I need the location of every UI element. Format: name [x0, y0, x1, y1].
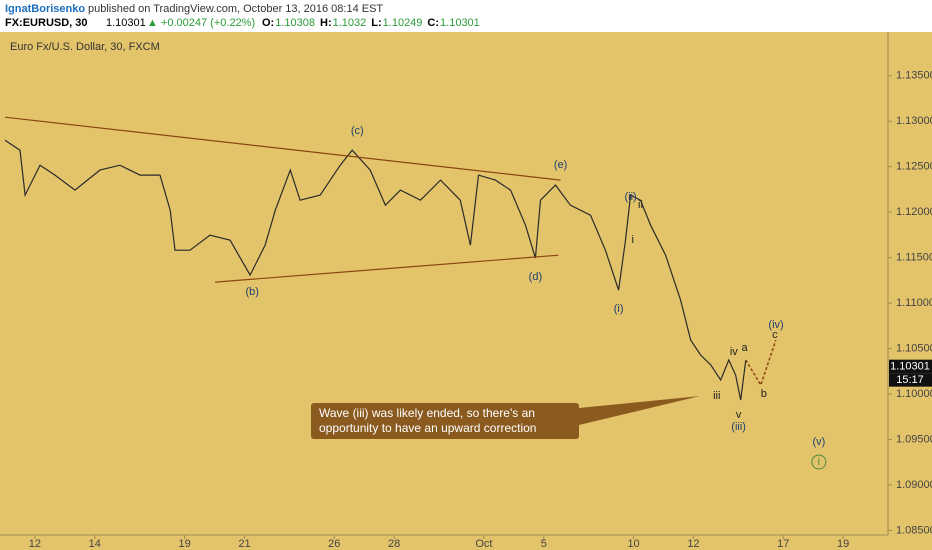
wave-label: (ii)	[624, 191, 636, 203]
wave-label: (i)	[614, 303, 624, 315]
wave-label: i	[818, 456, 820, 468]
plot-bg	[0, 32, 932, 550]
wave-label: (v)	[812, 436, 825, 448]
callout: Wave (iii) was likely ended, so there's …	[311, 403, 579, 439]
x-tick-label: 26	[328, 538, 340, 550]
y-tick-label: 1.09500	[896, 433, 932, 445]
y-tick-label: 1.10500	[896, 342, 932, 354]
x-tick-label: 5	[541, 538, 547, 550]
wave-label: a	[742, 342, 749, 354]
author[interactable]: IgnatBorisenko	[5, 3, 85, 15]
wave-label: (d)	[529, 271, 542, 283]
y-tick-label: 1.12000	[896, 206, 932, 218]
wave-label: (iii)	[731, 421, 746, 433]
y-tick-label: 1.08500	[896, 524, 932, 536]
annotation-circle	[811, 454, 827, 470]
wave-label: iii	[713, 390, 720, 402]
header-bg	[0, 0, 932, 32]
wave-label: b	[761, 388, 767, 400]
price-line	[4, 116, 561, 181]
quote-value: 1.10249	[383, 17, 423, 29]
last-price-box	[889, 359, 932, 374]
wave-label: (b)	[246, 286, 259, 298]
x-tick-label: 19	[178, 538, 190, 550]
y-tick-label: 1.09000	[896, 479, 932, 491]
x-tick-label: 19	[837, 538, 849, 550]
callout-pointer	[579, 396, 700, 425]
chart-legend: Euro Fx/U.S. Dollar, 30, FXCM	[10, 41, 160, 53]
quote-label: H:	[320, 17, 332, 29]
published: published on TradingView.com, October 13…	[88, 3, 383, 15]
countdown-box	[889, 373, 932, 387]
price-line	[745, 339, 777, 387]
quote-label: O:	[262, 17, 274, 29]
quote-value: 1.10301	[440, 17, 480, 29]
y-tick-label: 1.11500	[896, 252, 932, 264]
countdown: 15:17	[896, 374, 924, 386]
symbol: FX:EURUSD, 30	[5, 17, 88, 29]
wave-label: c	[772, 329, 778, 341]
quote-value: 1.10308	[275, 17, 315, 29]
last: 1.10301	[106, 17, 146, 29]
x-tick-label: Oct	[475, 538, 492, 550]
x-tick-label: 28	[388, 538, 400, 550]
wave-label: v	[736, 409, 742, 421]
wave-label: i	[631, 234, 633, 246]
x-tick-label: 12	[687, 538, 699, 550]
y-tick-label: 1.13500	[896, 70, 932, 82]
y-tick-label: 1.11000	[896, 297, 932, 309]
x-tick-label: 10	[627, 538, 639, 550]
price-line	[4, 139, 747, 401]
wave-label: ii	[638, 199, 643, 211]
quote-label: L:	[371, 17, 381, 29]
y-tick-label: 1.10000	[896, 388, 932, 400]
x-tick-label: 17	[777, 538, 789, 550]
quote-label: C:	[427, 17, 439, 29]
wave-label: (iv)	[768, 319, 783, 331]
last-price: 1.10301	[890, 361, 930, 373]
y-tick-label: 1.12500	[896, 161, 932, 173]
y-tick-label: 1.13000	[896, 115, 932, 127]
wave-label: (c)	[351, 125, 364, 137]
x-tick-label: 21	[238, 538, 250, 550]
wave-label: iv	[730, 346, 738, 358]
x-tick-label: 14	[89, 538, 101, 550]
wave-label: (e)	[554, 159, 567, 171]
x-tick-label: 12	[29, 538, 41, 550]
quote-value: 1.1032	[333, 17, 367, 29]
price-line	[215, 254, 559, 283]
change: ▲ +0.00247 (+0.22%)	[147, 17, 255, 29]
